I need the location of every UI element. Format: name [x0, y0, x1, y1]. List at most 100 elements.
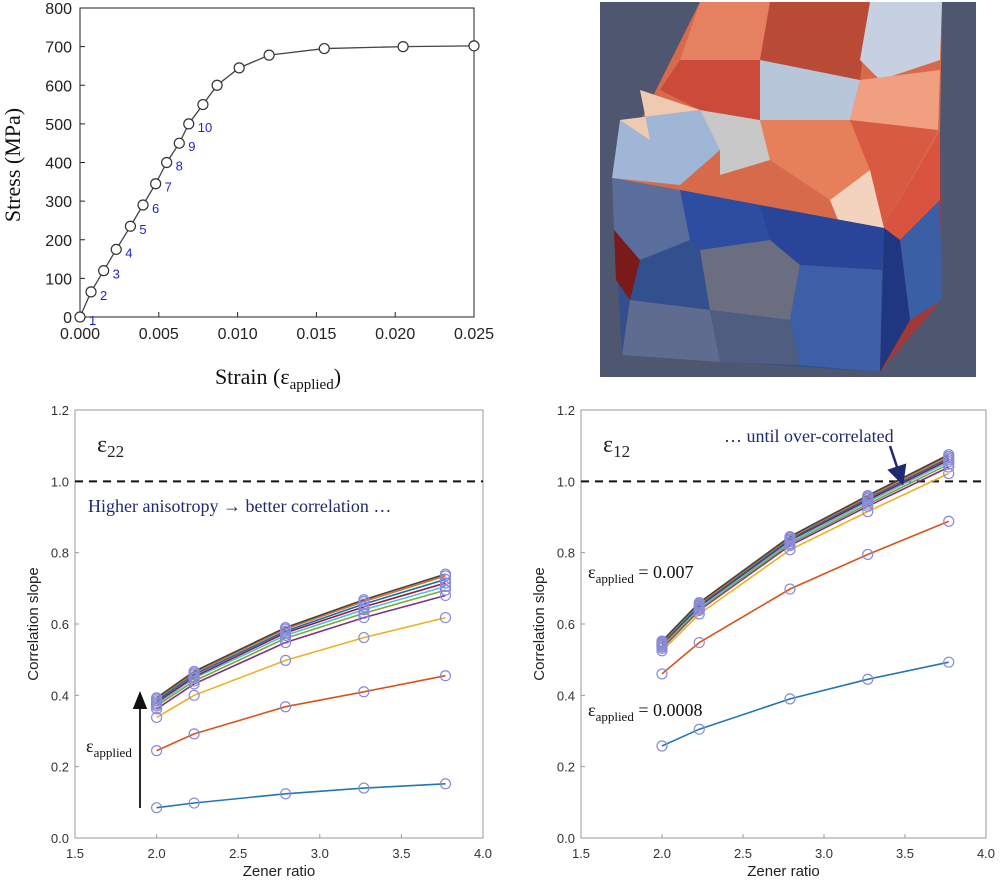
x-tick-label: 2.0 [653, 846, 671, 861]
series-marker [358, 594, 370, 606]
series-line-s5 [661, 463, 950, 648]
x-tick-label: 1.5 [572, 846, 590, 861]
y-tick-label: 0.6 [557, 617, 575, 632]
data-point [124, 220, 137, 232]
y-tick-label: 0.2 [51, 760, 69, 775]
series-marker [862, 673, 874, 685]
series-marker [439, 611, 452, 624]
point-label: 3 [113, 267, 120, 282]
series-line-s6 [661, 460, 950, 646]
series-marker [188, 728, 200, 740]
point-label: 9 [188, 139, 195, 154]
y-tick-label: 0.0 [557, 831, 575, 846]
y-tick-label: 0.0 [51, 831, 69, 846]
point-label: 1 [89, 313, 96, 328]
series-marker [439, 584, 452, 596]
data-point [74, 311, 86, 323]
x-tick-label: 0.000 [60, 326, 100, 343]
y-tick-label: 0.2 [557, 760, 575, 775]
x-tick-label: 2.5 [734, 846, 752, 861]
series-marker [151, 711, 163, 724]
x-tick-label: 1.5 [66, 846, 84, 861]
series-marker [279, 621, 292, 634]
data-point [211, 79, 223, 91]
x-tick-label: 2.0 [148, 846, 166, 861]
series-marker [943, 515, 955, 527]
arrow-label: εapplied [86, 736, 132, 760]
y-tick-label: 1.2 [51, 403, 69, 418]
data-point [183, 118, 195, 130]
point-label: 4 [125, 245, 132, 260]
y-tick-label: 600 [45, 78, 72, 95]
series-marker [439, 568, 452, 580]
y-tick-label: 400 [45, 156, 72, 173]
y-tick-label: 200 [45, 233, 72, 250]
y-tick-label: 500 [45, 117, 72, 134]
series-marker [439, 670, 452, 682]
cube-right-face [880, 132, 942, 372]
series-line-s3 [156, 616, 446, 719]
x-tick-label: 0.020 [375, 326, 415, 343]
data-point [161, 156, 173, 169]
series-marker [279, 701, 292, 713]
label-low: εapplied = 0.0008 [588, 700, 702, 724]
series-marker [358, 607, 370, 619]
y-tick-label: 100 [45, 271, 72, 288]
data-point [397, 41, 409, 53]
data-point [85, 286, 97, 298]
series-marker [656, 740, 668, 752]
series-marker [439, 577, 452, 589]
series-line-s2 [156, 674, 446, 752]
series-marker [439, 573, 452, 586]
series-marker [862, 490, 874, 502]
point-label: 8 [176, 159, 183, 174]
grain-structure-render [600, 2, 976, 377]
series-marker [358, 782, 370, 794]
point-label: 7 [165, 180, 172, 195]
panel-label: ε22 [97, 432, 124, 461]
series-line-s1 [156, 783, 446, 809]
x-axis-label: Zener ratio [243, 863, 316, 880]
series-line-s2 [661, 520, 950, 675]
series-marker [943, 656, 955, 668]
cube-left-face [612, 178, 884, 372]
series-line-s3 [661, 472, 950, 652]
y-axis-label: Stress (MPa) [0, 108, 25, 222]
stress-strain-line [79, 45, 475, 318]
data-point [110, 243, 122, 256]
panel-label: ε12 [603, 432, 630, 461]
series-marker [784, 531, 796, 543]
series-marker [862, 548, 874, 561]
point-label: 2 [100, 288, 107, 303]
series-line-s6 [156, 585, 446, 705]
series-marker [656, 668, 668, 680]
series-marker [188, 678, 200, 690]
annotation-text: Higher anisotropy → better correlation … [88, 496, 391, 516]
y-tick-label: 0.4 [557, 688, 575, 703]
x-tick-label: 0.025 [454, 326, 494, 343]
data-point [150, 178, 162, 190]
series-marker [943, 461, 955, 473]
series-marker [188, 689, 200, 701]
data-point [98, 265, 110, 277]
series-marker [358, 611, 370, 624]
x-tick-label: 3.5 [896, 846, 914, 861]
annotation-text: … until over-correlated [724, 426, 894, 446]
data-point [173, 137, 185, 149]
stress-strain-chart: 0.000 0.005 0.010 0.015 0.020 0.025 0 100 200 300… [0, 1, 494, 393]
series-marker [439, 778, 452, 790]
series-marker [358, 631, 370, 644]
series-marker [358, 686, 370, 698]
series-marker [279, 632, 292, 644]
x-axis-label: Zener ratio [747, 863, 820, 880]
series-line-s4 [156, 594, 446, 710]
y-tick-label: 0.8 [557, 546, 575, 561]
series-marker [784, 693, 796, 705]
y-tick-label: 1.2 [557, 403, 575, 418]
series-line-s9 [661, 455, 950, 643]
data-point [318, 42, 330, 55]
x-axis-label: Strain (εapplied) [215, 364, 341, 393]
y-tick-label: 0.4 [51, 688, 69, 703]
data-point [468, 40, 480, 52]
